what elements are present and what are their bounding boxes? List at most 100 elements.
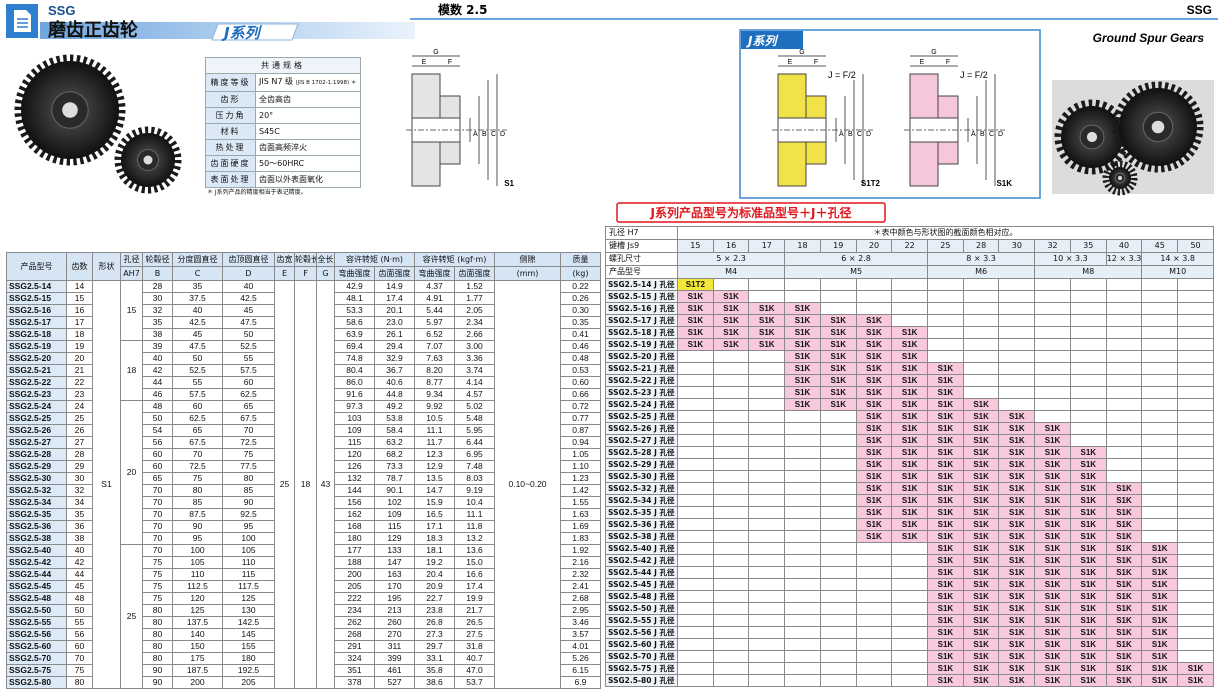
cell: 35 [172,280,223,293]
j-row: SSG2.5-32 J 孔径 S1K S1K S1K S1K S1K S1K S1K S1K [605,482,1214,495]
j-shape: S1K [819,386,857,399]
j-empty [1141,278,1179,291]
cell: 49.2 [373,400,416,413]
spec-value-text: 20° [259,111,274,120]
j-shape: S1K [855,518,893,531]
j-shape: S1K [927,566,964,579]
j-empty [1177,530,1214,543]
j-empty [819,662,857,675]
j-shape: S1K [998,494,1036,507]
cell: 47.5 [172,340,223,353]
spec-table: 共通规格 精度等级 JIS N7 级 (JIS B 1702-1:1998) ＊齿形… [205,57,361,188]
hole-size: 40 [1105,239,1143,253]
code-right: SSG [1187,3,1212,17]
cell: 80 [142,628,173,641]
model: SSG2.5-16 [6,304,67,317]
cell: 56 [66,628,93,641]
cell: 110 [222,556,275,569]
cell: 0.60 [560,376,602,389]
cell: 1.05 [560,448,602,461]
j-shape: S1K [677,326,714,339]
j-shape: S1K [998,470,1036,483]
j-empty [712,518,750,531]
j-shape: S1K [784,302,821,315]
j-empty [927,338,964,351]
cell: 55 [66,616,93,629]
j-shape: S1K [1069,662,1107,675]
hole-size: 30 [998,239,1036,253]
cell: 90 [142,664,173,677]
cell: 23.8 [414,604,456,617]
j-empty [784,578,821,591]
j-empty [712,602,750,615]
j-badge-bg [741,31,803,49]
model: SSG2.5-45 [6,580,67,593]
cell: 11.1 [454,508,496,521]
cell: 27.5 [454,628,496,641]
data-row: SSG2.5-55 55 80 137.5 142.5 262 260 26.8 26.5 3.4… [6,616,602,629]
j-empty [677,662,714,675]
spec-row: 精度等级 JIS N7 级 (JIS B 1702-1:1998) ＊ [205,73,361,92]
cell: 69.4 [334,340,375,353]
j-shape: S1K [891,506,929,519]
cell: 26 [66,424,93,437]
j-empty [784,662,821,675]
cell: 60 [222,376,275,389]
cell: 36.7 [373,364,416,377]
hole-size: 45 [1141,239,1179,253]
j-empty [748,458,786,471]
cell: 1.55 [560,496,602,509]
j-shape: S1K [1034,506,1071,519]
cell: 45 [172,328,223,341]
cell: 311 [373,640,416,653]
cell: 90 [172,520,223,533]
cell: 72.5 [172,460,223,473]
j-shape: S1K [891,374,929,387]
cell: 125 [222,592,275,605]
dim-label: C [491,131,496,138]
cell: 378 [334,676,375,689]
j-empty [712,554,750,567]
cell: 10.4 [454,496,496,509]
cell: 461 [373,664,416,677]
cell: 95 [172,532,223,545]
cell: 55 [172,376,223,389]
j-empty [1105,302,1143,315]
spec-key: 热处理 [205,139,256,156]
j-shape: S1K [1069,674,1107,687]
j-empty [1069,386,1107,399]
gear-bore [143,155,153,165]
j-row: SSG2.5-17 J 孔径 S1K S1K S1K S1K S1K S1K [605,314,1214,327]
j-empty [1105,290,1143,303]
j-empty [712,434,750,447]
j-empty [1141,350,1179,363]
j-shape: S1K [1069,554,1107,567]
cell: 170 [373,580,416,593]
j-shape: S1K [1034,590,1071,603]
j-empty [677,614,714,627]
j-empty [712,470,750,483]
data-row: SSG2.5-20 20 40 50 55 74.8 32.9 7.63 3.36 0.48 [6,352,602,365]
cell: 23 [66,388,93,401]
j-shape: S1K [855,410,893,423]
head-cell: E [274,266,295,281]
data-row: SSG2.5-38 38 70 95 100 180 129 18.3 13.2 1.83 [6,532,602,545]
j-shape: S1K [1034,470,1071,483]
j-empty [1141,470,1179,483]
cell: 48.1 [334,292,375,305]
cell: 78.7 [373,472,416,485]
j-shape: S1K [962,554,1000,567]
model: SSG2.5-34 [6,496,67,509]
head-cell: 齿面强度 [454,266,496,281]
cell: 52.5 [222,340,275,353]
cell: 2.16 [560,556,602,569]
j-empty [819,470,857,483]
cell: 2.68 [560,592,602,605]
j-empty [819,674,857,687]
j-shape: S1K [962,590,1000,603]
j-empty [998,350,1036,363]
j-empty [1141,494,1179,507]
j-shape: S1K [1069,638,1107,651]
cell: 75 [222,448,275,461]
j-empty [677,434,714,447]
